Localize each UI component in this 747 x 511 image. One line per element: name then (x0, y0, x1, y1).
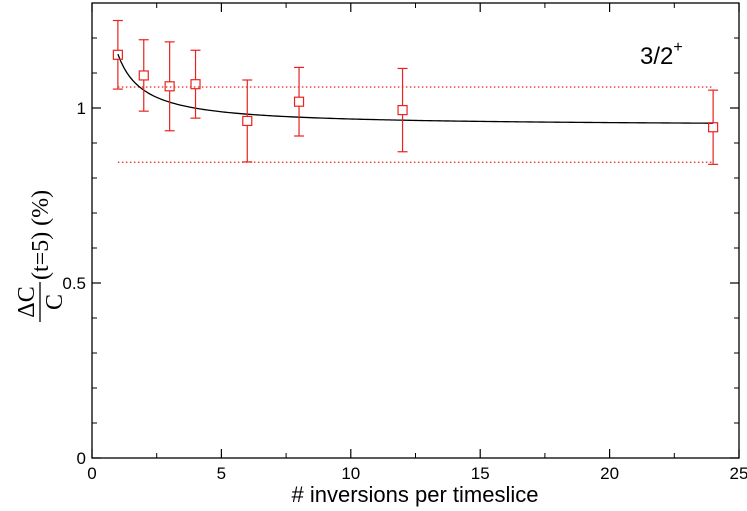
plot-frame (91, 2, 740, 459)
x-tick-label: 10 (341, 464, 360, 483)
y-tick-label: 0 (77, 449, 86, 468)
square-marker (397, 104, 408, 116)
square-marker (242, 115, 253, 127)
x-axis-label: # inversions per timeslice (292, 482, 539, 507)
square-marker (293, 96, 305, 107)
data-point (138, 39, 149, 112)
x-tick-label: 25 (730, 464, 747, 483)
square-marker (112, 49, 123, 60)
y-axis-label-denominator: C (42, 294, 68, 310)
x-tick-label: 5 (217, 464, 226, 483)
data-point (164, 41, 175, 132)
y-axis-label-numerator: ΔC (14, 286, 40, 317)
data-point (242, 79, 253, 163)
square-marker (138, 70, 149, 81)
fit-curve (117, 53, 714, 124)
square-marker (708, 122, 719, 133)
x-tick-label: 20 (600, 464, 619, 483)
reference-lines (117, 86, 714, 163)
y-tick-label: 0.5 (62, 274, 86, 293)
data-points (112, 19, 719, 165)
data-point (708, 89, 719, 165)
annotation-text: 3/2 (640, 43, 673, 70)
annotation-label: 3/2+ (640, 39, 683, 70)
axis-ticks: 0 5 10 15 20 25 0 0.5 1 (62, 3, 747, 483)
data-point (293, 66, 305, 137)
y-axis-label-suffix: (t=5) (%) (28, 190, 54, 280)
data-point (190, 49, 201, 119)
y-tick-label: 1 (77, 99, 86, 118)
y-axis-label: ΔC C (t=5) (%) (14, 190, 68, 322)
annotation-superscript: + (673, 39, 682, 56)
square-marker (164, 81, 175, 92)
data-point (112, 19, 123, 90)
data-point (397, 67, 408, 153)
square-marker (190, 79, 201, 90)
x-tick-label: 0 (87, 464, 96, 483)
x-tick-label: 15 (471, 464, 490, 483)
